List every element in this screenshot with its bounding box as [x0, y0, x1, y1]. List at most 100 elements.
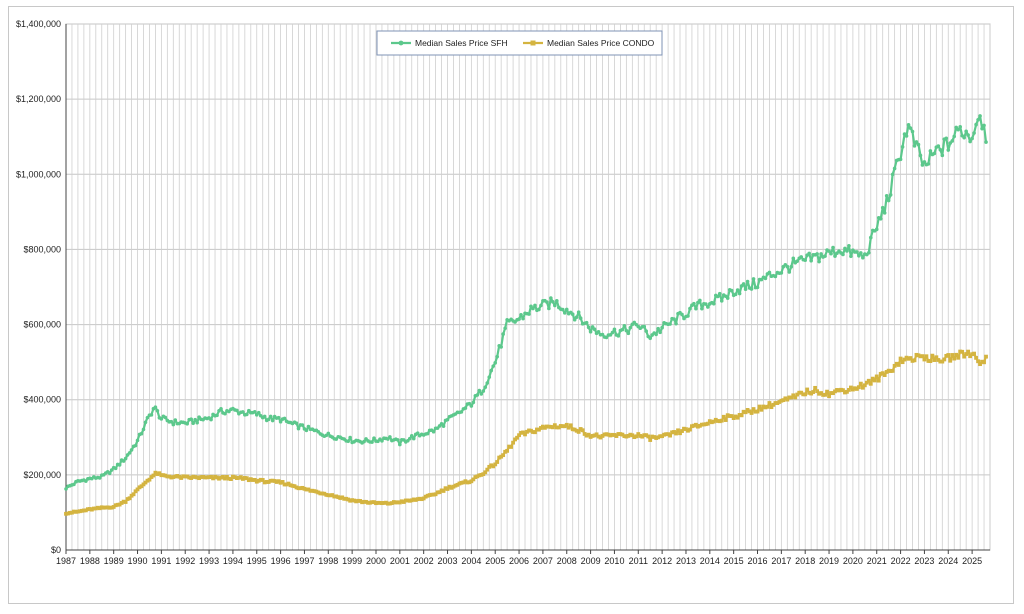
data-point: [807, 390, 812, 395]
data-point: [354, 499, 359, 504]
data-point: [523, 432, 527, 437]
data-point: [268, 414, 273, 419]
data-point: [966, 133, 970, 137]
data-point: [433, 492, 438, 497]
data-point: [141, 482, 146, 487]
data-point: [425, 431, 430, 436]
data-point: [849, 254, 853, 259]
data-point: [113, 466, 118, 471]
x-tick-label: 2008: [557, 556, 577, 566]
data-point: [936, 358, 941, 362]
data-point: [870, 376, 875, 381]
data-point: [946, 353, 951, 357]
data-point: [197, 476, 202, 481]
data-point: [692, 301, 696, 306]
data-point: [715, 419, 720, 423]
data-point: [133, 443, 138, 448]
data-point: [916, 142, 921, 147]
x-tick-label: 2013: [676, 556, 696, 566]
data-point: [819, 252, 823, 256]
data-point: [274, 480, 279, 484]
data-point: [703, 422, 708, 427]
data-point: [972, 351, 977, 356]
data-point: [350, 498, 355, 503]
data-point: [64, 511, 68, 516]
data-point: [521, 430, 525, 435]
data-point: [880, 205, 885, 210]
data-point: [560, 307, 565, 312]
data-point: [934, 355, 939, 360]
data-point: [952, 134, 957, 139]
series-lines: [64, 114, 988, 516]
data-point: [755, 285, 760, 290]
data-point: [542, 425, 547, 430]
data-point: [978, 114, 982, 118]
data-point: [682, 426, 686, 431]
data-point: [74, 509, 78, 514]
data-point: [242, 476, 247, 480]
y-tick-label: $0: [51, 545, 61, 555]
data-point: [958, 349, 963, 354]
x-tick-label: 2010: [604, 556, 624, 566]
data-point: [566, 425, 571, 430]
data-point: [310, 488, 315, 493]
data-point: [495, 354, 500, 359]
data-point: [189, 476, 194, 480]
data-point: [203, 475, 207, 480]
data-point: [545, 300, 549, 304]
data-point: [831, 245, 835, 250]
data-point: [964, 129, 968, 134]
legend-label-condo: Median Sales Price CONDO: [547, 38, 655, 48]
data-point: [843, 390, 847, 395]
data-point: [833, 254, 837, 258]
data-point: [535, 427, 539, 432]
data-point: [763, 276, 768, 281]
legend: Median Sales Price SFH Median Sales Price…: [376, 30, 663, 56]
data-point: [801, 392, 806, 397]
data-point: [918, 153, 923, 158]
data-point: [552, 423, 557, 428]
data-point: [437, 490, 442, 495]
data-point: [179, 476, 184, 480]
data-point: [79, 508, 84, 513]
data-point: [324, 492, 329, 497]
data-point: [145, 415, 150, 420]
data-point: [604, 432, 609, 437]
data-point: [278, 419, 283, 424]
data-point: [225, 475, 229, 479]
data-point: [493, 361, 498, 365]
data-point: [984, 140, 988, 144]
data-point: [789, 264, 794, 269]
data-point: [660, 325, 664, 330]
data-point: [749, 287, 754, 291]
data-point: [868, 235, 873, 240]
data-point: [262, 480, 267, 485]
x-tick-label: 2007: [533, 556, 553, 566]
data-point: [85, 507, 90, 512]
data-point: [215, 413, 219, 418]
x-tick-label: 2016: [747, 556, 767, 566]
data-point: [521, 316, 525, 321]
x-tick-label: 2019: [819, 556, 839, 566]
data-point: [674, 431, 678, 436]
x-tick-label: 2015: [724, 556, 744, 566]
data-point: [229, 477, 233, 481]
data-point: [791, 393, 796, 398]
data-point: [584, 320, 589, 325]
data-point: [549, 296, 553, 300]
data-point: [861, 255, 865, 260]
data-point: [445, 487, 450, 491]
x-tick-label: 2014: [700, 556, 720, 566]
data-point: [767, 401, 772, 405]
data-point: [612, 327, 617, 332]
data-point: [427, 493, 432, 497]
data-point: [507, 444, 512, 449]
data-point: [501, 453, 506, 458]
data-point: [467, 401, 472, 406]
data-point: [590, 434, 595, 438]
data-point: [620, 327, 625, 332]
data-point: [280, 480, 285, 484]
data-point: [352, 498, 357, 503]
data-point: [562, 311, 567, 315]
data-point: [270, 418, 275, 423]
